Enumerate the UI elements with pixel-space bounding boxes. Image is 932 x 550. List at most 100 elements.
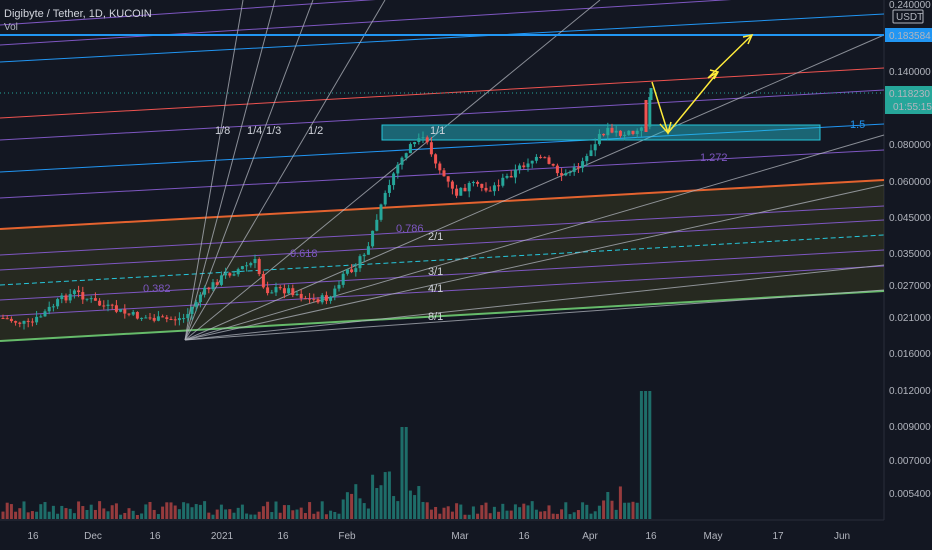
- fan-label: 8/1: [428, 311, 443, 323]
- volume-bar: [43, 502, 47, 519]
- volume-bar: [291, 510, 295, 519]
- volume-bar: [505, 510, 509, 519]
- volume-bar: [463, 514, 467, 519]
- volume-bar: [102, 508, 106, 519]
- candle-body: [543, 157, 547, 159]
- candle-body: [459, 187, 463, 196]
- volume-bar: [635, 502, 639, 519]
- candle-body: [530, 160, 534, 164]
- volume-bar: [123, 512, 127, 519]
- candle-body: [631, 130, 635, 134]
- fan-label: 1/4: [247, 125, 262, 137]
- candle-body: [98, 300, 102, 306]
- volume-bar: [341, 499, 345, 519]
- volume-bar: [190, 507, 194, 519]
- volume-bar: [568, 514, 572, 519]
- candle-body: [446, 176, 450, 182]
- volume-bar: [442, 507, 446, 519]
- time-axis-labels: 16 Dec 16 2021 16 Feb Mar 16 Apr 16 May …: [27, 531, 850, 542]
- candle-body: [89, 298, 93, 300]
- fan-label: 1/1: [430, 125, 445, 137]
- time-tick: Feb: [338, 531, 356, 542]
- candle-body: [649, 88, 653, 100]
- volume-bar: [198, 504, 202, 519]
- candle-body: [278, 287, 282, 289]
- volume-bar: [9, 504, 13, 519]
- volume-bar: [358, 498, 362, 519]
- volume-bar: [547, 505, 551, 519]
- symbol-title[interactable]: Digibyte / Tether, 1D, KUCOIN: [4, 8, 152, 20]
- volume-bar: [253, 514, 257, 519]
- candle-body: [387, 185, 391, 193]
- candle-body: [144, 317, 148, 319]
- candle-body: [593, 144, 597, 151]
- candle-body: [135, 312, 139, 319]
- volume-bar: [135, 514, 139, 519]
- candle-body: [614, 130, 618, 133]
- price-tick: 0.060000: [889, 177, 931, 188]
- price-axis-panel[interactable]: [884, 0, 932, 550]
- volume-bar: [459, 504, 463, 519]
- volume-bar: [371, 474, 375, 519]
- volume-bar: [274, 501, 278, 519]
- volume-bar: [392, 496, 396, 519]
- candle-body: [312, 298, 316, 300]
- volume-bar: [89, 504, 93, 519]
- candle-body: [224, 273, 228, 276]
- time-tick: Mar: [451, 531, 469, 542]
- candle-body: [308, 298, 312, 300]
- volume-bar: [152, 509, 156, 519]
- currency-button[interactable]: [892, 9, 924, 24]
- volume-bar: [526, 505, 530, 519]
- support-zone-rectangle[interactable]: [381, 124, 821, 141]
- candle-body: [627, 130, 631, 135]
- time-tick: 16: [149, 531, 161, 542]
- candle-body: [568, 171, 572, 174]
- volume-bar: [161, 506, 165, 519]
- price-tick: 0.012000: [889, 386, 931, 397]
- volume-bar: [270, 512, 274, 519]
- volume-bar: [93, 509, 97, 519]
- candle-body: [77, 290, 81, 293]
- candle-body: [85, 298, 89, 300]
- candle-body: [564, 173, 568, 176]
- volume-bar: [581, 502, 585, 519]
- volume-bar: [501, 503, 505, 519]
- volume-bar: [114, 503, 118, 519]
- candle-body: [261, 274, 265, 288]
- chart-legend[interactable]: Digibyte / Tether, 1D, KUCOIN Vol: [4, 7, 152, 35]
- candle-body: [207, 287, 211, 290]
- candle-body: [476, 182, 480, 184]
- volume-bar: [438, 513, 442, 519]
- volume-bar: [476, 513, 480, 519]
- volume-bar: [98, 501, 102, 519]
- volume-bar: [186, 503, 190, 519]
- candle-body: [1, 318, 5, 319]
- volume-bar: [308, 502, 312, 519]
- projection-path[interactable]: [651, 33, 754, 135]
- volume-bar: [266, 501, 270, 519]
- volume-bar: [144, 504, 148, 519]
- candle-body: [22, 320, 26, 324]
- candle-body: [161, 316, 165, 318]
- volume-bar: [602, 500, 606, 519]
- candle-body: [450, 181, 454, 189]
- candle-body: [425, 137, 429, 143]
- candle-body: [93, 298, 97, 301]
- volume-bar: [404, 427, 408, 519]
- volume-bar: [56, 513, 60, 519]
- fib-label: 0.786: [396, 223, 424, 235]
- volume-bar: [455, 503, 459, 519]
- volume-indicator-label[interactable]: Vol: [4, 22, 18, 33]
- volume-bar: [509, 510, 513, 519]
- candle-body: [354, 268, 358, 273]
- candle-body: [5, 318, 9, 320]
- candle-body: [404, 153, 408, 158]
- volume-bar: [39, 504, 43, 519]
- candle-body: [156, 316, 160, 321]
- candle-body: [56, 299, 60, 307]
- candle-body: [467, 182, 471, 192]
- candle-body: [400, 157, 404, 165]
- volume-bar: [215, 509, 219, 519]
